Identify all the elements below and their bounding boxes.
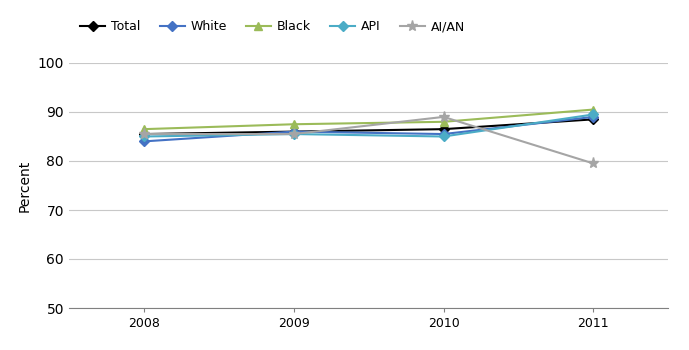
- White: [440, 132, 448, 136]
- Total: [140, 132, 148, 136]
- API: [140, 134, 148, 139]
- AI/AN: [140, 132, 148, 136]
- Line: White: White: [141, 113, 597, 145]
- White: [140, 139, 148, 144]
- AI/AN: [589, 161, 597, 166]
- Total: [440, 127, 448, 131]
- White: [589, 115, 597, 119]
- Black: [440, 120, 448, 124]
- AI/AN: [440, 115, 448, 119]
- AI/AN: [289, 132, 298, 136]
- Line: API: API: [141, 111, 597, 140]
- API: [289, 132, 298, 136]
- Line: Total: Total: [141, 116, 597, 138]
- API: [589, 112, 597, 117]
- Black: [289, 122, 298, 126]
- Line: AI/AN: AI/AN: [138, 111, 599, 169]
- White: [289, 130, 298, 134]
- Total: [289, 130, 298, 134]
- API: [440, 134, 448, 139]
- Black: [140, 127, 148, 131]
- Y-axis label: Percent: Percent: [18, 159, 32, 212]
- Line: Black: Black: [140, 105, 597, 133]
- Black: [589, 107, 597, 112]
- Legend: Total, White, Black, API, AI/AN: Total, White, Black, API, AI/AN: [75, 15, 470, 38]
- Total: [589, 117, 597, 121]
